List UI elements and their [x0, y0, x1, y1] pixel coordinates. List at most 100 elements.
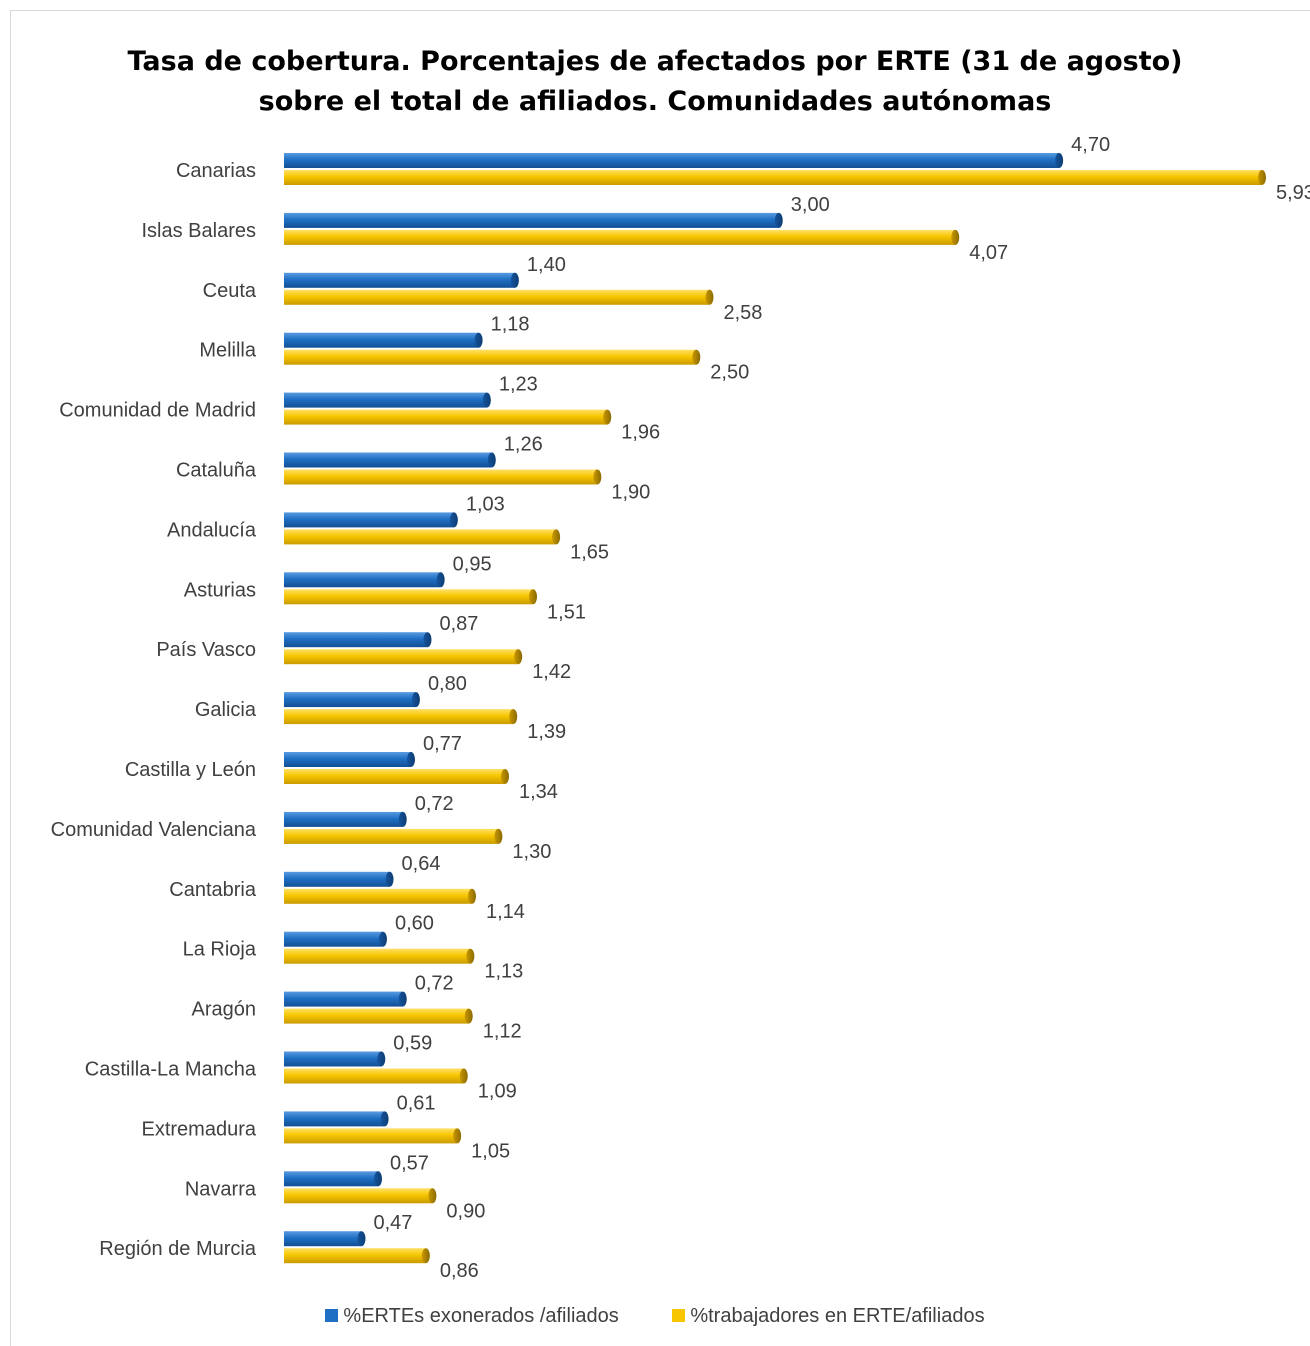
bar-erte-exonerados [284, 692, 420, 708]
bar-chart-plot: Canarias Islas Balares Ceuta Melilla Comunid… [51, 134, 1310, 1282]
bar-body [284, 871, 390, 887]
bar-erte-exonerados [284, 153, 1064, 168]
value-label-trabajadores-erte: 0,86 [440, 1260, 479, 1282]
bar-erte-exonerados [284, 632, 432, 648]
bars [284, 153, 1266, 1264]
bar-body [284, 349, 697, 365]
value-label-trabajadores-erte: 5,93 [1276, 182, 1310, 204]
value-label-erte-exonerados: 1,23 [499, 374, 538, 396]
category-labels: Canarias Islas Balares Ceuta Melilla Comunid… [51, 160, 257, 1260]
value-label-trabajadores-erte: 1,65 [570, 541, 609, 563]
bar-trabajadores-erte [284, 1188, 437, 1204]
value-label-trabajadores-erte: 1,39 [527, 721, 566, 743]
bar-body [284, 529, 557, 545]
bar-trabajadores-erte [284, 1128, 462, 1144]
chart-title-line-1: Tasa de cobertura. Porcentajes de afecta… [127, 46, 1183, 77]
bar-body [284, 452, 492, 468]
value-label-trabajadores-erte: 2,58 [724, 302, 763, 324]
value-label-erte-exonerados: 0,61 [397, 1092, 436, 1114]
value-label-erte-exonerados: 0,72 [415, 793, 454, 815]
bar-body [284, 1068, 464, 1084]
category-label: Región de Murcia [99, 1238, 257, 1260]
bar-body [284, 769, 505, 784]
bar-erte-exonerados [284, 512, 458, 528]
category-label: Canarias [176, 160, 256, 182]
bar-cap [468, 888, 477, 904]
bar-cap [466, 948, 475, 964]
bar-body [284, 811, 403, 827]
bar-cap [423, 632, 432, 648]
bar-cap [603, 409, 612, 425]
bar-body [284, 289, 710, 305]
bar-body [284, 229, 956, 245]
value-label-erte-exonerados: 0,47 [374, 1212, 413, 1234]
bar-erte-exonerados [284, 212, 783, 228]
bar-cap [482, 392, 491, 408]
category-label: Cataluña [176, 460, 257, 482]
bar-erte-exonerados [284, 991, 407, 1007]
value-label-erte-exonerados: 0,72 [415, 973, 454, 995]
bar-erte-exonerados [284, 392, 491, 408]
value-label-trabajadores-erte: 1,30 [512, 841, 551, 863]
bar-body [284, 469, 598, 485]
bar-trabajadores-erte [284, 349, 701, 365]
category-label: Asturias [184, 579, 256, 601]
legend-item-trabajadores-erte: %trabajadores en ERTE/afiliados [672, 1305, 985, 1328]
bar-cap [509, 709, 518, 725]
bar-body [284, 991, 403, 1007]
bar-erte-exonerados [284, 811, 407, 827]
legend-item-erte-exonerados: %ERTEs exonerados /afiliados [325, 1305, 619, 1328]
bar-cap [380, 1111, 389, 1127]
bar-trabajadores-erte [284, 469, 602, 485]
bar-erte-exonerados [284, 752, 415, 767]
bar-cap [378, 931, 387, 947]
value-label-trabajadores-erte: 1,09 [478, 1081, 517, 1103]
bar-cap [593, 469, 602, 485]
bar-body [284, 392, 487, 408]
bar-cap [464, 1008, 473, 1024]
bar-trabajadores-erte [284, 289, 714, 305]
bar-body [284, 1188, 433, 1204]
value-label-trabajadores-erte: 1,05 [471, 1140, 510, 1162]
bar-cap [529, 589, 538, 605]
category-label: Comunidad Valenciana [51, 819, 257, 841]
bar-cap [436, 572, 445, 588]
value-label-erte-exonerados: 1,26 [504, 434, 543, 456]
category-label: Castilla-La Mancha [85, 1059, 257, 1081]
bar-body [284, 1171, 379, 1187]
bar-body [284, 1128, 458, 1144]
bar-cap [411, 692, 420, 708]
bar-trabajadores-erte [284, 409, 612, 425]
value-label-erte-exonerados: 1,03 [466, 493, 505, 515]
bar-cap [692, 349, 701, 365]
value-label-trabajadores-erte: 4,07 [969, 242, 1008, 264]
bar-cap [428, 1188, 437, 1204]
bar-erte-exonerados [284, 572, 445, 588]
category-label: Cantabria [169, 879, 257, 901]
bar-body [284, 828, 499, 844]
bar-body [284, 589, 534, 605]
legend-label: %trabajadores en ERTE/afiliados [690, 1305, 985, 1327]
value-label-erte-exonerados: 0,60 [395, 913, 434, 935]
bar-cap [705, 289, 714, 305]
bar-erte-exonerados [284, 1171, 383, 1187]
bar-cap [1055, 153, 1064, 168]
bar-body [284, 1111, 385, 1127]
bar-cap [1258, 170, 1266, 185]
value-label-trabajadores-erte: 1,51 [547, 601, 586, 623]
bar-trabajadores-erte [284, 1068, 468, 1084]
category-label: Ceuta [203, 280, 257, 302]
bar-cap [421, 1248, 430, 1264]
bar-cap [774, 212, 783, 228]
bar-trabajadores-erte [284, 828, 503, 844]
value-label-erte-exonerados: 0,87 [439, 613, 478, 635]
bar-body [284, 649, 519, 665]
bar-body [284, 512, 454, 528]
bar-body [284, 632, 428, 648]
bar-cap [406, 752, 415, 767]
bar-erte-exonerados [284, 871, 394, 887]
category-label: Extremadura [142, 1118, 257, 1140]
bar-cap [951, 229, 960, 245]
value-label-trabajadores-erte: 0,90 [446, 1200, 485, 1222]
bar-body [284, 1008, 469, 1024]
